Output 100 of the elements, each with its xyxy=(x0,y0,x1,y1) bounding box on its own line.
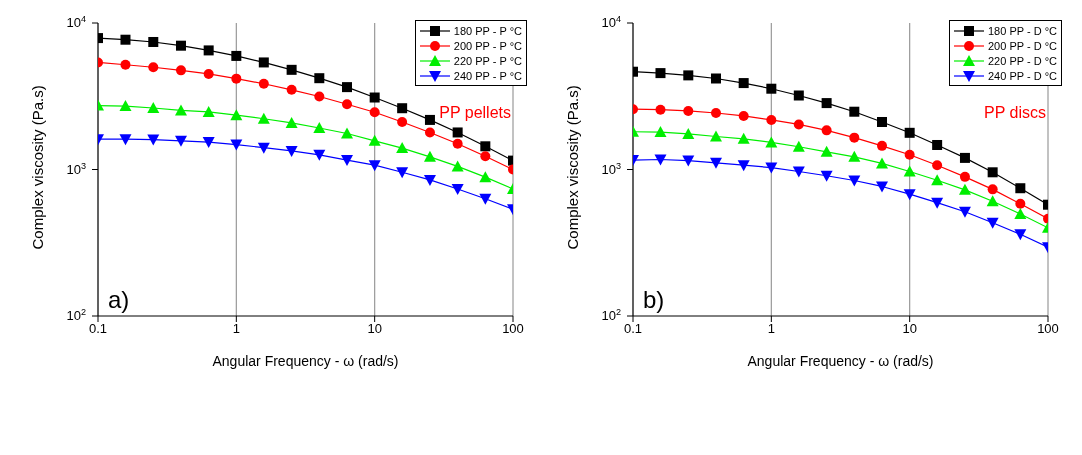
point xyxy=(1015,198,1026,209)
point xyxy=(175,40,186,51)
annotation: a) xyxy=(108,286,130,313)
x-tick-label: 100 xyxy=(502,321,524,337)
annotation: PP pellets xyxy=(439,104,511,121)
legend-label: 180 PP - P °C xyxy=(453,24,522,37)
legend-label: 180 PP - D °C xyxy=(987,24,1057,37)
legend-label: 220 PP - D °C xyxy=(987,54,1057,67)
y-tick-label: 10$^{2}$ xyxy=(601,307,621,323)
point xyxy=(903,189,916,201)
point xyxy=(480,141,491,152)
point xyxy=(793,90,804,101)
point xyxy=(285,145,298,157)
point xyxy=(710,73,721,84)
point xyxy=(396,142,409,154)
point xyxy=(986,217,999,229)
point xyxy=(203,45,214,56)
point xyxy=(397,116,408,127)
annotation: PP discs xyxy=(984,104,1046,121)
point xyxy=(987,184,998,195)
point xyxy=(424,127,435,138)
point xyxy=(932,139,943,150)
point xyxy=(958,206,971,218)
point xyxy=(175,65,186,76)
point xyxy=(683,70,694,81)
x-tick-label: 0.1 xyxy=(88,321,108,337)
y-tick-label: 10$^{4}$ xyxy=(601,14,621,30)
legend-label: 240 PP - P °C xyxy=(453,69,522,82)
point xyxy=(397,103,408,114)
point xyxy=(683,105,694,116)
point xyxy=(877,116,887,127)
point xyxy=(793,119,804,130)
point xyxy=(932,160,943,171)
x-tick-label: 100 xyxy=(1037,321,1059,337)
point xyxy=(452,138,463,149)
point xyxy=(231,73,242,84)
point xyxy=(342,99,352,110)
point xyxy=(120,59,131,70)
y-axis-title: Complex viscosity (Pa.s) xyxy=(564,85,582,250)
point xyxy=(286,64,297,75)
point xyxy=(314,73,325,84)
point xyxy=(959,152,970,163)
point xyxy=(286,84,297,95)
point xyxy=(682,155,695,167)
x-axis-title: Angular Frequency - ω (rad/s) xyxy=(747,353,934,369)
point xyxy=(314,91,325,102)
point xyxy=(203,68,214,79)
point xyxy=(174,104,187,116)
y-tick-label: 10$^{3}$ xyxy=(601,160,621,177)
point xyxy=(341,127,353,139)
point xyxy=(766,114,777,125)
point xyxy=(148,62,159,73)
point xyxy=(369,92,380,103)
y-tick-label: 10$^{3}$ xyxy=(66,160,86,177)
x-tick-label: 1 xyxy=(232,321,240,337)
point xyxy=(765,136,778,148)
point xyxy=(959,171,970,182)
point xyxy=(820,145,833,157)
point xyxy=(877,140,887,151)
point xyxy=(904,127,915,138)
point xyxy=(480,151,491,162)
point xyxy=(849,106,860,117)
point xyxy=(451,160,464,172)
x-axis-title: Angular Frequency - ω (rad/s) xyxy=(212,353,399,369)
point xyxy=(313,122,326,133)
point xyxy=(230,139,243,151)
point xyxy=(257,142,270,154)
point xyxy=(452,127,463,138)
point xyxy=(368,160,381,172)
point xyxy=(1015,183,1026,194)
point xyxy=(903,165,916,177)
point xyxy=(682,127,695,139)
point xyxy=(230,109,243,121)
point xyxy=(792,140,805,152)
point xyxy=(368,134,381,146)
point xyxy=(958,183,971,195)
point xyxy=(737,132,750,144)
point xyxy=(876,181,888,193)
point xyxy=(341,155,353,167)
point xyxy=(931,197,944,209)
legend-label: 200 PP - D °C xyxy=(987,39,1057,52)
x-tick-label: 1 xyxy=(767,321,775,337)
point xyxy=(654,126,667,138)
point xyxy=(202,105,215,117)
point xyxy=(424,114,435,125)
point xyxy=(258,57,269,68)
point xyxy=(119,134,132,146)
point xyxy=(342,82,352,93)
point xyxy=(709,157,722,169)
point xyxy=(876,157,888,169)
point xyxy=(655,68,666,79)
point xyxy=(313,149,326,161)
point xyxy=(148,36,159,47)
point xyxy=(987,167,998,178)
point xyxy=(202,137,215,149)
point xyxy=(1014,229,1027,241)
y-axis-title: Complex viscosity (Pa.s) xyxy=(29,85,47,250)
point xyxy=(120,34,131,45)
point xyxy=(792,166,805,178)
point xyxy=(710,108,721,119)
